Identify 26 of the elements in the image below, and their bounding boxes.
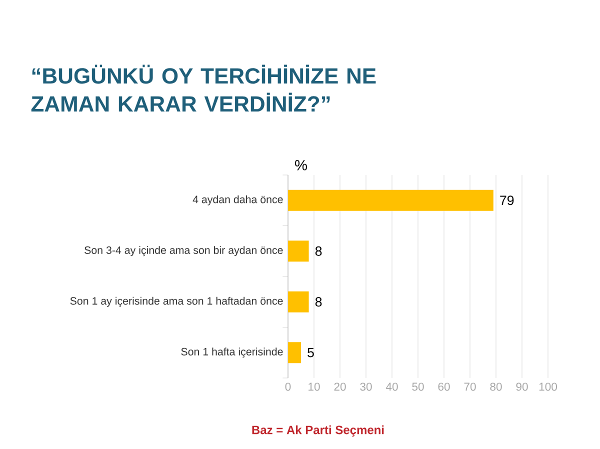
x-tick-label: 70 (464, 382, 476, 391)
y-tick-label: Son 3-4 ay içinde ama son bir aydan önce (84, 246, 283, 256)
y-tick-label: 4 aydan daha önce (192, 195, 283, 206)
bar (288, 291, 309, 312)
x-tick-label: 30 (360, 382, 372, 391)
x-tick-label: 20 (334, 382, 346, 391)
x-tick-label: 80 (490, 382, 502, 391)
x-tick-label: 60 (438, 382, 450, 391)
y-tick-label: Son 1 hafta içerisinde (181, 348, 283, 358)
data-label: 8 (315, 246, 322, 256)
x-tick-label: 90 (516, 382, 528, 391)
bar (288, 190, 494, 211)
bar (288, 342, 301, 364)
data-label: 79 (500, 196, 514, 206)
data-label: 8 (315, 297, 322, 307)
x-tick-label: 50 (412, 382, 424, 391)
text: Baz = Ak Parti Seçmeni (252, 425, 384, 437)
x-tick-label: 100 (539, 382, 557, 391)
y-tick-label: Son 1 ay içerisinde ama son 1 haftadan önce (70, 296, 283, 307)
data-label: 5 (308, 348, 314, 358)
chart-title: “BUGÜNKÜ OY TERCİHİNİZE NE ZAMAN KARAR VERDİNİZ?” (31, 64, 376, 112)
x-axis-title: % (295, 160, 307, 170)
x-tick-label: 0 (285, 382, 291, 391)
x-tick-label: 40 (386, 382, 398, 391)
bar (288, 240, 309, 262)
x-tick-label: 10 (308, 382, 320, 391)
